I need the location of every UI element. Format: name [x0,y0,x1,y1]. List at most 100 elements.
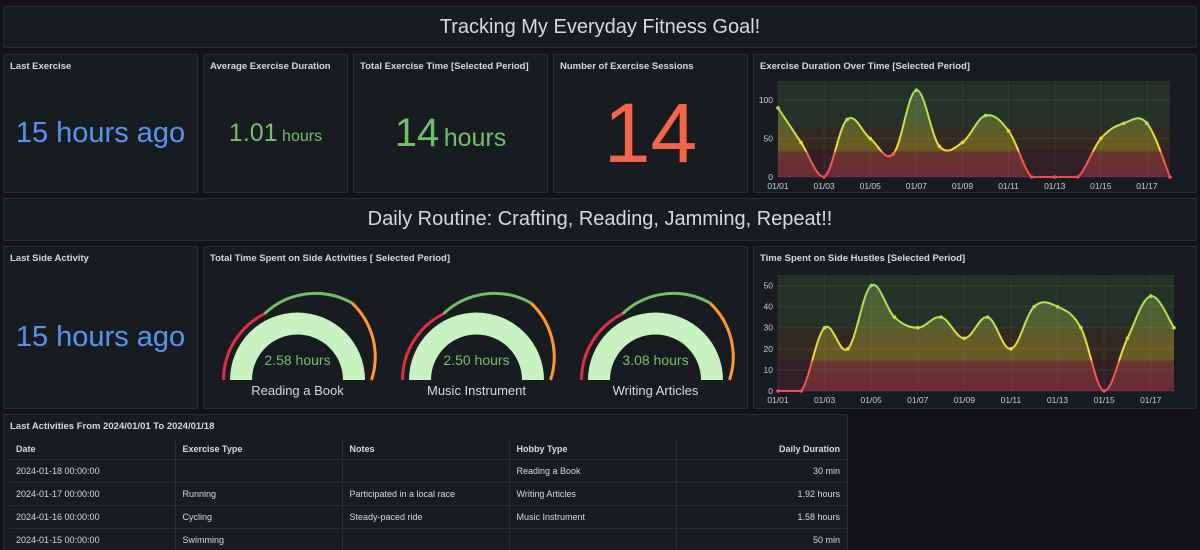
table-row: 2024-01-18 00:00:00 Reading a Book 30 mi… [9,459,847,483]
cell-exercise-type [175,459,343,483]
sessions-panel[interactable]: Number of Exercise Sessions 14 [553,54,748,193]
x-tick-label: 01/07 [907,395,929,405]
data-point [1148,294,1153,298]
data-point [1099,136,1103,141]
x-tick-label: 01/13 [1047,395,1069,405]
side-hustles-chart[interactable]: 0 10 20 30 40 50 01/01 01/03 01/05 01/07 01/09 01/1… [754,247,1198,410]
x-tick-label: 01/07 [906,181,928,191]
data-point [962,336,967,341]
x-tick-label: 01/17 [1136,181,1158,191]
data-point [891,152,896,156]
section-title: Daily Routine: Crafting, Reading, Jammin… [367,208,833,230]
gauge-music [401,291,556,381]
gauge-music-label: Music Instrument [427,383,526,398]
panel-title: Exercise Duration Over Time [Selected Pe… [760,61,970,72]
avg-duration-stat: 1.01 hours [204,119,347,148]
data-point [1075,175,1080,179]
total-exercise-time-panel[interactable]: Total Exercise Time [Selected Period] 14… [353,54,548,193]
x-tick-label: 01/01 [767,181,789,191]
x-tick-label: 01/09 [952,181,974,191]
cell-exercise-type: Cycling [175,505,343,529]
y-tick-label: 50 [764,281,774,291]
column-header-notes[interactable]: Notes [342,439,510,460]
data-point [822,325,827,330]
data-point [1006,129,1011,133]
data-point [1055,304,1060,309]
gauge-writing [580,291,735,381]
data-point [1102,389,1106,393]
data-point [776,106,780,110]
cell-hobby-type [509,528,677,550]
data-point [1009,347,1013,351]
data-point [937,144,942,149]
y-tick-label: 20 [764,344,774,354]
cell-date: 2024-01-18 00:00:00 [9,459,176,483]
data-point [1172,325,1176,330]
x-tick-label: 01/09 [954,395,976,405]
data-point [1079,325,1083,330]
data-point [1125,336,1130,341]
column-header-hobby-type[interactable]: Hobby Type [509,439,677,460]
activities-table-panel[interactable]: Last Activities From 2024/01/01 To 2024/… [3,414,848,550]
data-point [1032,304,1037,309]
data-point [939,315,943,319]
cell-daily-duration: 1.58 hours [676,505,847,529]
panel-title: Total Exercise Time [Selected Period] [360,61,529,72]
exercise-duration-chart[interactable]: 0 50 100 01/01 01/03 01/05 01/07 01/09 01/11 01/1… [754,55,1198,194]
y-tick-label: 50 [764,134,774,144]
cell-date: 2024-01-17 00:00:00 [9,482,176,506]
cell-daily-duration: 50 min [676,528,847,550]
data-point [983,113,988,118]
cell-daily-duration: 1.92 hours [676,482,847,506]
y-tick-label: 100 [759,95,773,105]
data-point [846,347,850,351]
avg-duration-value: 1.01 [228,119,278,147]
data-point [1029,175,1034,179]
cell-notes: Participated in a local race [342,482,510,506]
cell-notes [342,528,510,550]
last-side-value: 15 hours ago [15,321,186,353]
exercise-duration-chart-panel[interactable]: Exercise Duration Over Time [Selected Pe… [753,54,1197,193]
last-exercise-panel[interactable]: Last Exercise 15 hours ago [3,54,198,193]
panel-title: Total Time Spent on Side Activities [ Se… [210,253,451,264]
last-side-activity-panel[interactable]: Last Side Activity 15 hours ago [3,246,198,409]
data-point [868,136,873,141]
table-row: 2024-01-17 00:00:00 Running Participated… [9,482,847,506]
x-tick-label: 01/11 [998,181,1019,191]
panel-title: Time Spent on Side Hustles [Selected Per… [760,253,966,264]
cell-daily-duration: 30 min [676,459,847,483]
x-tick-label: 01/03 [814,395,836,405]
table-row: 2024-01-16 00:00:00 Cycling Steady-paced… [9,505,847,529]
panel-title: Average Exercise Duration [210,61,331,72]
dashboard-title: Tracking My Everyday Fitness Goal! [439,15,761,38]
x-tick-label: 01/05 [860,181,882,191]
gauge-reading [222,291,377,381]
gauge-reading-label: Reading a Book [251,383,344,398]
panel-title: Last Activities From 2024/01/01 To 2024/… [10,421,215,432]
series-area [778,284,1174,391]
x-tick-label: 01/05 [861,395,883,405]
data-point [845,117,849,122]
gauge-reading-value: 2.58 hours [264,352,331,368]
column-header-daily-duration[interactable]: Daily Duration [676,439,847,460]
total-time-stat: 14 hours [354,111,547,156]
column-header-date[interactable]: Date [9,439,176,460]
dashboard-header: Tracking My Everyday Fitness Goal! [3,6,1197,48]
section-header: Daily Routine: Crafting, Reading, Jammin… [3,198,1197,241]
column-header-exercise-type[interactable]: Exercise Type [175,439,343,460]
data-point [1052,175,1057,179]
y-tick-label: 0 [768,172,773,182]
gauge-writing-value: 3.08 hours [622,352,689,368]
gauge-writing-label: Writing Articles [612,383,699,398]
data-point [799,389,804,393]
cell-exercise-type: Swimming [175,528,343,550]
avg-duration-panel[interactable]: Average Exercise Duration 1.01 hours [203,54,348,193]
panel-title: Last Side Activity [10,253,89,264]
x-tick-label: 01/03 [813,181,835,191]
side-hustles-chart-panel[interactable]: Time Spent on Side Hustles [Selected Per… [753,246,1197,409]
data-point [960,140,965,145]
data-point [869,283,873,288]
data-point [915,325,920,330]
panel-title: Last Exercise [10,61,72,72]
side-activities-gauge-panel[interactable]: Total Time Spent on Side Activities [ Se… [203,246,748,409]
